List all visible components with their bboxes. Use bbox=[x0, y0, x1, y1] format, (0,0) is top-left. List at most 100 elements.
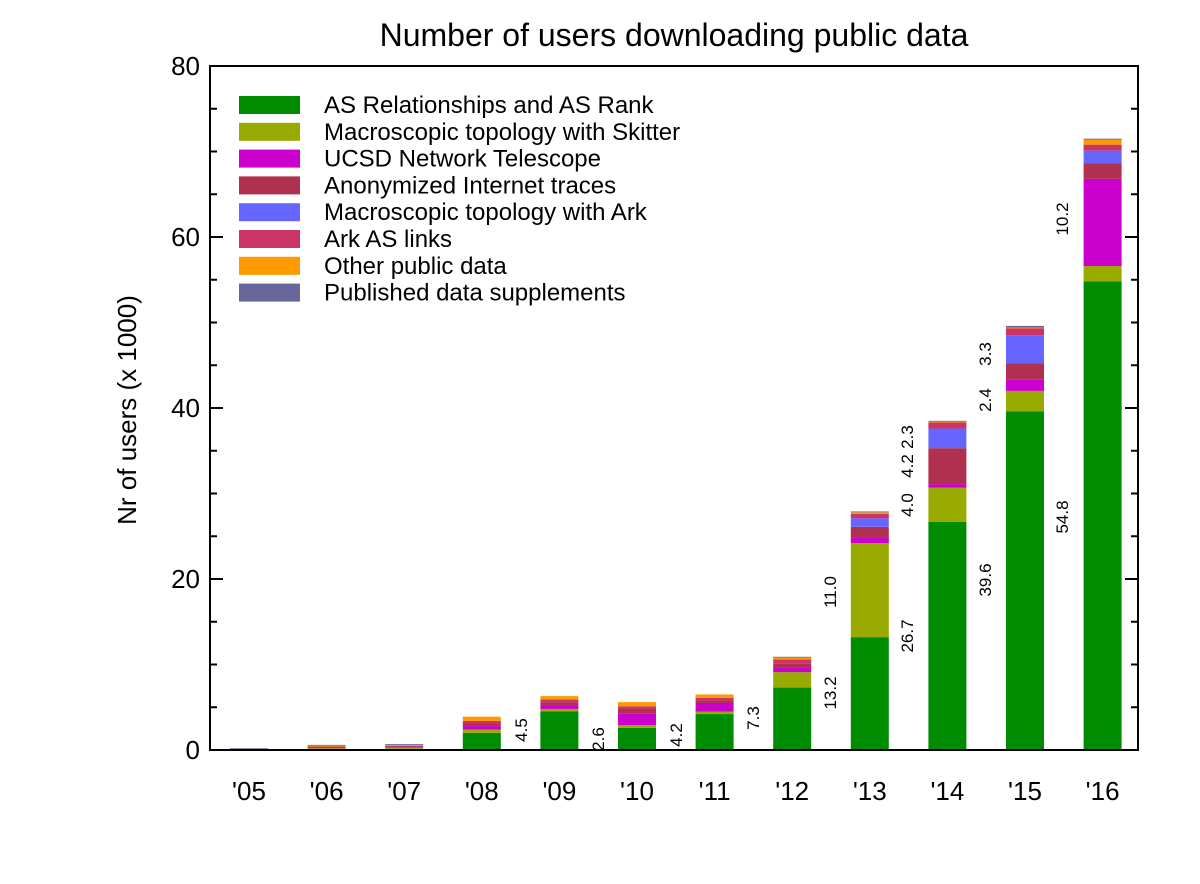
bar-segment-ark-as-links-9 bbox=[928, 422, 967, 429]
bar-segment-macroscopic-topology-with-skitter-11 bbox=[1083, 266, 1122, 282]
bar-segment-ark-as-links-7 bbox=[773, 659, 812, 664]
bar-segment-anonymized-internet-traces-6 bbox=[695, 700, 734, 703]
bar-segment-published-data-supplements-1 bbox=[307, 744, 346, 746]
value-label: 4.0 bbox=[898, 493, 917, 517]
bar-segment-anonymized-internet-traces-7 bbox=[773, 663, 812, 668]
bar-segment-macroscopic-topology-with-skitter-3 bbox=[462, 729, 501, 733]
legend-label: Ark AS links bbox=[324, 226, 452, 253]
bar-segment-macroscopic-topology-with-skitter-6 bbox=[695, 711, 734, 715]
bar-segment-anonymized-internet-traces-10 bbox=[1006, 363, 1044, 380]
bar-segment-other-public-data-11 bbox=[1083, 139, 1122, 145]
value-label: 54.8 bbox=[1053, 500, 1072, 533]
bar-segment-published-data-supplements-9 bbox=[928, 420, 967, 422]
bar-segment-ucsd-network-telescope-10 bbox=[1006, 379, 1044, 391]
bar-segment-macroscopic-topology-with-skitter-2 bbox=[385, 747, 424, 750]
x-tick-label: '10 bbox=[620, 776, 654, 806]
bar-segment-ucsd-network-telescope-6 bbox=[695, 702, 734, 712]
bar-segment-as-relationships-and-as-rank-10 bbox=[1006, 411, 1044, 750]
value-label: 3.3 bbox=[976, 342, 995, 366]
bar-segment-anonymized-internet-traces-4 bbox=[540, 702, 579, 706]
bar-segment-published-data-supplements-11 bbox=[1083, 138, 1122, 140]
value-label: 7.3 bbox=[744, 706, 763, 730]
bar-segment-ucsd-network-telescope-2 bbox=[385, 746, 424, 748]
bar-segment-macroscopic-topology-with-skitter-5 bbox=[618, 725, 656, 728]
legend-swatch-macroscopic-topology-with-skitter bbox=[239, 122, 300, 141]
bar-segment-published-data-supplements-7 bbox=[773, 656, 812, 658]
value-label: 39.6 bbox=[976, 563, 995, 596]
x-tick-label: '11 bbox=[699, 776, 731, 806]
bar-segment-macroscopic-topology-with-skitter-8 bbox=[850, 543, 889, 638]
bar-segment-macroscopic-topology-with-skitter-9 bbox=[928, 487, 967, 522]
bar-segment-ucsd-network-telescope-9 bbox=[928, 484, 967, 488]
value-label: 10.2 bbox=[1053, 202, 1072, 235]
x-tick-label: '14 bbox=[930, 776, 964, 806]
bar-segment-as-relationships-and-as-rank-4 bbox=[540, 711, 579, 750]
bar-segment-as-relationships-and-as-rank-3 bbox=[462, 732, 501, 750]
bar-segment-ucsd-network-telescope-1 bbox=[307, 747, 346, 749]
bar-segment-as-relationships-and-as-rank-9 bbox=[928, 521, 967, 750]
x-tick-label: '05 bbox=[232, 776, 266, 806]
bar-segment-published-data-supplements-10 bbox=[1006, 325, 1044, 328]
bar-segment-other-public-data-6 bbox=[695, 694, 734, 698]
bar-segment-other-public-data-1 bbox=[307, 745, 346, 747]
bar-segment-ark-as-links-8 bbox=[850, 514, 889, 519]
value-label: 4.2 bbox=[667, 723, 686, 747]
value-label: 2.3 bbox=[898, 425, 917, 449]
legend-swatch-published-data-supplements bbox=[239, 283, 300, 302]
bar-segment-other-public-data-8 bbox=[850, 512, 889, 515]
legend-label: AS Relationships and AS Rank bbox=[324, 92, 655, 119]
legend-swatch-anonymized-internet-traces bbox=[239, 176, 300, 195]
bar-segment-other-public-data-10 bbox=[1006, 327, 1044, 329]
bar-segment-macroscopic-topology-with-ark-11 bbox=[1083, 150, 1122, 164]
legend-swatch-ucsd-network-telescope bbox=[239, 149, 300, 168]
bar-segment-as-relationships-and-as-rank-5 bbox=[618, 727, 656, 750]
legend-label: UCSD Network Telescope bbox=[324, 146, 601, 173]
bar-segment-anonymized-internet-traces-11 bbox=[1083, 163, 1122, 179]
legend-swatch-ark-as-links bbox=[239, 230, 300, 248]
bar-segment-ucsd-network-telescope-5 bbox=[618, 713, 656, 726]
value-label: 11.0 bbox=[821, 576, 840, 608]
bar-segment-ucsd-network-telescope-4 bbox=[540, 705, 579, 709]
x-tick-label: '08 bbox=[465, 776, 499, 806]
bar-segment-ark-as-links-3 bbox=[462, 720, 501, 724]
value-label: 2.4 bbox=[976, 388, 995, 412]
bar-segment-ucsd-network-telescope-7 bbox=[773, 667, 812, 673]
y-tick-label: 40 bbox=[171, 393, 200, 423]
x-tick-label: '13 bbox=[853, 776, 887, 806]
bars-group bbox=[230, 138, 1122, 750]
bar-segment-macroscopic-topology-with-skitter-4 bbox=[540, 708, 579, 712]
chart-title: Number of users downloading public data bbox=[380, 17, 969, 53]
x-tick-label: '12 bbox=[775, 776, 809, 806]
bar-segment-anonymized-internet-traces-5 bbox=[618, 708, 656, 714]
value-label: 4.2 bbox=[898, 454, 917, 478]
bar-segment-ucsd-network-telescope-8 bbox=[850, 537, 889, 544]
y-tick-label: 0 bbox=[186, 735, 200, 765]
bar-segment-anonymized-internet-traces-8 bbox=[850, 526, 889, 538]
legend: AS Relationships and AS RankMacroscopic … bbox=[239, 92, 680, 307]
x-tick-label: '09 bbox=[542, 776, 576, 806]
legend-label: Macroscopic topology with Skitter bbox=[324, 119, 680, 146]
bar-segment-anonymized-internet-traces-9 bbox=[928, 448, 967, 485]
bar-segment-other-public-data-9 bbox=[928, 421, 967, 423]
bar-segment-anonymized-internet-traces-1 bbox=[307, 746, 346, 748]
bar-segment-ark-as-links-11 bbox=[1083, 144, 1122, 151]
legend-label: Anonymized Internet traces bbox=[324, 172, 616, 199]
bar-segment-anonymized-internet-traces-3 bbox=[462, 723, 501, 727]
bar-segment-macroscopic-topology-with-ark-9 bbox=[928, 428, 967, 449]
bar-segment-published-data-supplements-0 bbox=[230, 748, 268, 750]
legend-swatch-macroscopic-topology-with-ark bbox=[239, 203, 300, 222]
bar-segment-as-relationships-and-as-rank-7 bbox=[773, 687, 812, 750]
bar-segment-anonymized-internet-traces-2 bbox=[385, 745, 424, 747]
value-label: 2.6 bbox=[589, 727, 608, 751]
bar-segment-as-relationships-and-as-rank-11 bbox=[1083, 281, 1122, 750]
bar-segment-macroscopic-topology-with-ark-10 bbox=[1006, 335, 1044, 364]
y-tick-label: 80 bbox=[171, 51, 200, 81]
bar-segment-ark-as-links-6 bbox=[695, 697, 734, 701]
bar-segment-published-data-supplements-2 bbox=[385, 744, 424, 745]
bar-segment-other-public-data-5 bbox=[618, 702, 656, 707]
bar-segment-as-relationships-and-as-rank-6 bbox=[695, 714, 734, 750]
value-label: 26.7 bbox=[898, 619, 917, 652]
y-axis-label: Nr of users (x 1000) bbox=[112, 295, 142, 525]
bar-segment-published-data-supplements-8 bbox=[850, 511, 889, 513]
